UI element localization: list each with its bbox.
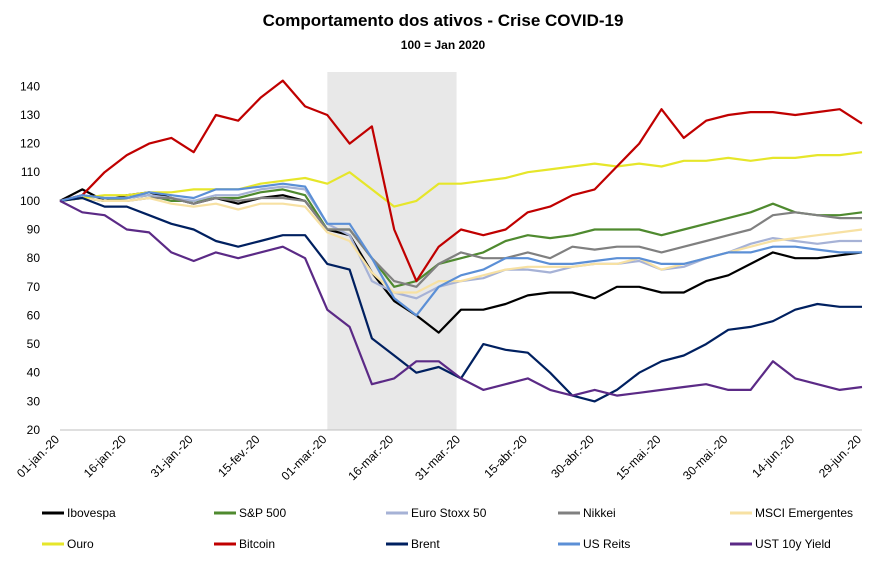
x-tick-label: 16-mar.-20 bbox=[345, 432, 396, 483]
series-line-nikkei bbox=[59, 196, 862, 288]
legend: Ibovespa S&P 500 Euro Stoxx 50 Nikkei MSCI E… bbox=[42, 506, 853, 551]
legend-label: Nikkei bbox=[583, 506, 616, 520]
y-tick-label: 100 bbox=[20, 194, 40, 208]
legend-label: MSCI Emergentes bbox=[755, 506, 853, 520]
y-tick-label: 110 bbox=[21, 165, 40, 179]
legend-item: Bitcoin bbox=[214, 537, 275, 551]
legend-item: Ouro bbox=[42, 537, 94, 551]
x-tick-label: 01-jan.-20 bbox=[14, 432, 62, 480]
y-tick-label: 20 bbox=[27, 423, 41, 437]
chart-subtitle: 100 = Jan 2020 bbox=[401, 38, 486, 52]
x-tick-label: 15-fev.-20 bbox=[215, 432, 263, 480]
y-tick-label: 30 bbox=[27, 394, 41, 408]
y-tick-label: 130 bbox=[20, 108, 40, 122]
legend-item: Nikkei bbox=[558, 506, 616, 520]
legend-label: S&P 500 bbox=[239, 506, 286, 520]
x-tick-label: 30-abr.-20 bbox=[548, 432, 597, 481]
series-line-msci-emergentes bbox=[59, 196, 863, 294]
x-tick-label: 31-jan.-20 bbox=[148, 432, 196, 480]
x-tick-label: 14-jun.-20 bbox=[749, 432, 797, 480]
x-tick-label: 31-mar.-20 bbox=[412, 432, 463, 483]
y-tick-label: 40 bbox=[27, 366, 41, 380]
y-tick-label: 50 bbox=[27, 337, 41, 351]
legend-item: Euro Stoxx 50 bbox=[386, 506, 487, 520]
legend-item: UST 10y Yield bbox=[730, 537, 831, 551]
x-tick-label: 29-jun.-20 bbox=[816, 432, 864, 480]
series-lines bbox=[59, 79, 863, 403]
x-tick-label: 01-mar.-20 bbox=[279, 432, 330, 483]
y-tick-label: 120 bbox=[20, 137, 40, 151]
legend-item: US Reits bbox=[558, 537, 630, 551]
series-line-bitcoin bbox=[59, 79, 863, 283]
x-tick-label: 15-abr.-20 bbox=[481, 432, 530, 481]
legend-item: Ibovespa bbox=[42, 506, 116, 520]
series-line-ouro bbox=[59, 151, 863, 208]
legend-item: S&P 500 bbox=[214, 506, 286, 520]
y-tick-label: 80 bbox=[27, 251, 41, 265]
series-line-ust-10y-yield bbox=[59, 199, 863, 397]
legend-label: Ibovespa bbox=[67, 506, 116, 520]
series-line-ibovespa bbox=[59, 188, 863, 334]
legend-label: Ouro bbox=[67, 537, 94, 551]
legend-label: Bitcoin bbox=[239, 537, 275, 551]
legend-item: Brent bbox=[386, 537, 440, 551]
x-tick-labels: 01-jan.-20 16-jan.-20 31-jan.-20 15-fev.-20… bbox=[14, 432, 864, 483]
legend-label: UST 10y Yield bbox=[755, 537, 831, 551]
y-tick-label: 70 bbox=[27, 280, 41, 294]
x-tick-label: 16-jan.-20 bbox=[81, 432, 129, 480]
y-tick-label: 140 bbox=[20, 79, 40, 93]
y-tick-label: 60 bbox=[27, 308, 41, 322]
y-tick-label: 90 bbox=[27, 223, 41, 237]
legend-label: Brent bbox=[411, 537, 440, 551]
legend-item: MSCI Emergentes bbox=[730, 506, 853, 520]
x-tick-label: 30-mai.-20 bbox=[680, 432, 731, 483]
legend-label: US Reits bbox=[583, 537, 630, 551]
legend-label: Euro Stoxx 50 bbox=[411, 506, 487, 520]
chart-title: Comportamento dos ativos - Crise COVID-1… bbox=[263, 11, 624, 30]
series-line-us-reits bbox=[59, 182, 862, 317]
x-tick-label: 15-mai.-20 bbox=[613, 432, 664, 483]
y-tick-labels: 20 30 40 50 60 70 80 90 100 110 120 130 140 bbox=[20, 79, 40, 437]
